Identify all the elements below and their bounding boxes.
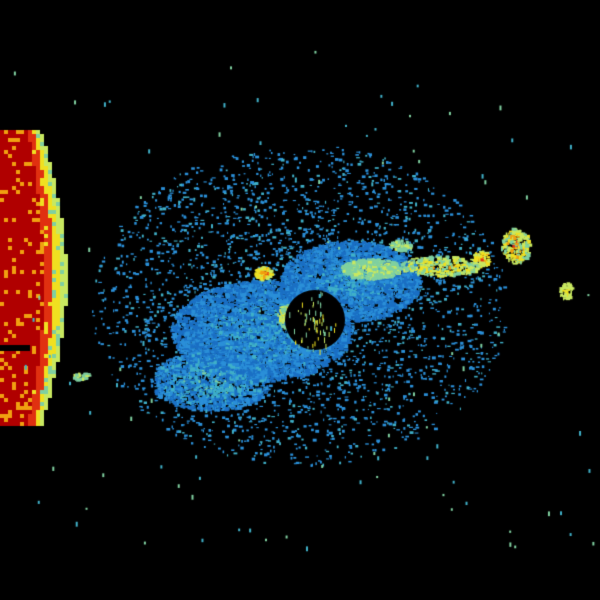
radar-reflectivity-image (0, 0, 600, 600)
